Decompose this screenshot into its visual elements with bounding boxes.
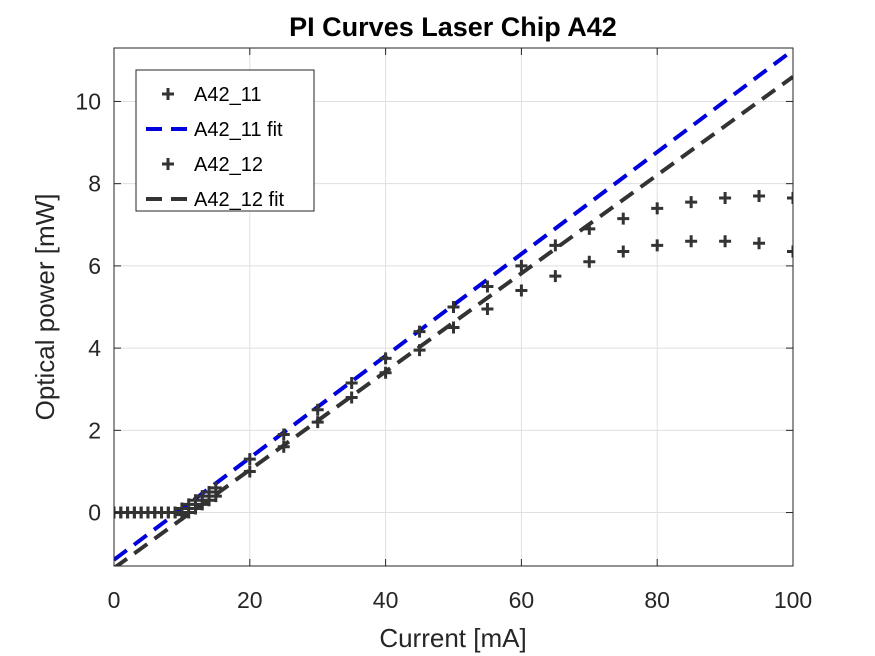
data-point-plus [196, 498, 209, 511]
data-point-plus [413, 344, 426, 357]
y-tick-label: 4 [88, 335, 101, 361]
data-point-plus [345, 377, 358, 390]
chart-title: PI Curves Laser Chip A42 [289, 12, 617, 42]
x-tick-label: 60 [509, 587, 535, 613]
data-point-plus [651, 239, 664, 252]
data-point-plus [345, 391, 358, 404]
y-tick-label: 10 [75, 88, 101, 114]
legend-marker-plus [162, 158, 174, 170]
legend-label: A42_11 [194, 84, 261, 106]
data-point-plus [175, 508, 188, 521]
data-point-plus [753, 237, 766, 250]
data-point-plus [515, 259, 528, 272]
data-point-plus [189, 502, 202, 515]
data-point-plus [243, 465, 256, 478]
y-axis-label: Optical power [mW] [30, 194, 60, 421]
data-point-plus [379, 366, 392, 379]
data-point-plus [277, 428, 290, 441]
y-tick-label: 0 [88, 500, 101, 526]
data-point-plus [719, 192, 732, 205]
data-point-plus [311, 416, 324, 429]
x-tick-label: 20 [237, 587, 263, 613]
data-point-plus [787, 192, 793, 205]
data-point-plus [379, 352, 392, 365]
legend: A42_11 A42_11 fit A42_12 A42_12 fit [135, 69, 315, 212]
data-point-plus [583, 255, 596, 268]
data-point-plus [685, 196, 698, 209]
data-point-plus [209, 490, 222, 503]
data-point-plus [169, 506, 182, 519]
data-point-plus [549, 270, 562, 283]
y-tick-label: 6 [88, 253, 101, 279]
data-point-plus [447, 321, 460, 334]
data-point-plus [481, 303, 494, 316]
data-point-plus [243, 453, 256, 466]
data-point-plus [182, 506, 195, 519]
data-point-plus [203, 494, 216, 507]
data-point-plus [549, 239, 562, 252]
data-point-plus [583, 222, 596, 235]
data-point-plus [719, 235, 732, 248]
data-marks [114, 48, 793, 566]
legend-marker-plus [162, 88, 174, 100]
data-point-plus [277, 440, 290, 453]
x-tick-label: 40 [373, 587, 399, 613]
data-point-plus [413, 325, 426, 338]
axis-ticks: 0 20 40 60 80 100 0 2 4 6 8 10 [75, 48, 812, 613]
legend-label: A42_11 fit [194, 119, 283, 141]
data-point-plus [753, 190, 766, 202]
data-point-plus [481, 280, 494, 293]
plot-area [114, 48, 793, 566]
y-tick-label: 2 [88, 417, 101, 443]
data-point-plus [617, 245, 630, 258]
x-tick-label: 80 [644, 587, 670, 613]
data-point-plus [787, 245, 793, 258]
data-point-plus [515, 284, 528, 297]
x-tick-label: 0 [108, 587, 121, 613]
x-axis-label: Current [mA] [379, 623, 526, 653]
y-tick-label: 8 [88, 171, 101, 197]
axes-box [113, 47, 794, 567]
legend-label: A42_12 fit [194, 189, 285, 211]
x-tick-label: 100 [774, 587, 812, 613]
data-point-plus [685, 235, 698, 248]
fit-line-4 [114, 75, 793, 566]
data-point-plus [617, 212, 630, 225]
fit-line-2 [114, 48, 793, 562]
data-point-plus [447, 301, 460, 313]
data-point-plus [651, 202, 664, 215]
data-point-plus [311, 403, 324, 416]
legend-label: A42_12 [194, 154, 263, 176]
